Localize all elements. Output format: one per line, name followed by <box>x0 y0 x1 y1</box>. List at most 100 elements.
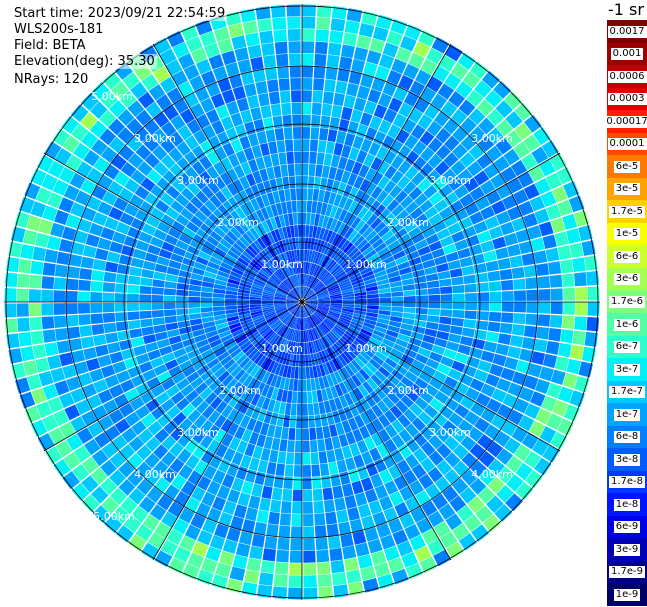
ppi-cell <box>177 433 192 448</box>
ppi-cell <box>193 176 207 190</box>
ppi-cell <box>235 150 248 165</box>
ppi-cell <box>190 513 206 530</box>
ppi-cell <box>79 268 93 280</box>
ppi-cell <box>480 205 495 220</box>
ppi-cell <box>161 121 177 138</box>
ppi-cell <box>178 53 195 70</box>
ppi-cell <box>330 372 339 386</box>
ppi-cell <box>261 300 274 302</box>
ppi-cell <box>263 436 274 450</box>
ppi-cell <box>477 135 495 153</box>
ppi-cell <box>100 477 118 496</box>
ppi-cell <box>263 289 275 295</box>
ppi-cell <box>302 367 307 379</box>
azimuth-spoke <box>43 301 303 452</box>
ppi-cell <box>77 218 92 233</box>
ppi-cell <box>267 346 276 359</box>
colorbar-cell: 0.00017 <box>604 110 647 134</box>
ppi-cell <box>329 330 340 341</box>
ppi-cell <box>282 365 289 378</box>
ppi-cell <box>271 361 279 374</box>
ppi-cell <box>351 374 362 387</box>
ppi-cell <box>397 414 411 428</box>
ppi-cell <box>152 128 168 145</box>
ppi-cell <box>238 531 253 546</box>
ppi-cell <box>343 333 355 343</box>
ppi-cell <box>389 185 403 199</box>
ppi-cell <box>293 465 302 477</box>
ppi-cell <box>192 541 209 557</box>
ppi-cell <box>80 112 98 130</box>
colorbar: 0.0017 0.001 0.0006 0.0003 0.00017 0.0001 6e-5… <box>604 20 647 607</box>
ppi-cell <box>504 356 519 371</box>
ppi-cell <box>278 338 286 350</box>
ppi-cell <box>440 309 453 317</box>
ppi-cell <box>130 257 145 269</box>
ppi-cell <box>235 384 247 398</box>
ppi-cell <box>433 255 448 266</box>
ppi-cell <box>201 185 215 199</box>
ppi-cell <box>215 562 232 578</box>
ppi-cell <box>302 139 310 152</box>
ppi-cell <box>124 388 140 402</box>
ppi-cell <box>118 461 135 478</box>
ppi-cell <box>244 83 257 97</box>
ppi-cell <box>348 70 362 85</box>
ppi-cell <box>376 400 390 414</box>
ppi-cell <box>328 360 337 373</box>
ppi-cell <box>340 533 354 548</box>
ppi-cell <box>524 450 542 469</box>
ppi-cell <box>190 196 204 210</box>
ppi-cell <box>566 358 582 375</box>
ppi-cell <box>496 119 514 137</box>
ppi-cell <box>572 257 586 272</box>
ppi-cell <box>414 397 429 411</box>
ppi-cell <box>17 273 30 288</box>
ppi-cell <box>253 256 265 267</box>
ppi-cell <box>343 392 354 406</box>
ppi-cell <box>296 274 300 287</box>
ppi-cell <box>317 294 330 299</box>
ppi-cell <box>128 436 145 452</box>
ppi-cell <box>389 139 404 155</box>
ppi-cell <box>143 136 160 152</box>
ppi-cell <box>287 587 302 600</box>
ppi-cell <box>414 282 428 290</box>
ppi-cell <box>290 304 300 314</box>
ppi-cell <box>156 221 171 234</box>
ppi-cell <box>256 322 268 331</box>
ppi-cell <box>181 187 195 201</box>
ppi-cell <box>345 348 357 359</box>
ppi-cell <box>165 59 183 76</box>
ppi-cell <box>220 186 233 200</box>
ppi-cell <box>443 376 458 389</box>
ppi-cell <box>424 384 439 397</box>
ppi-cell <box>333 220 343 233</box>
ppi-cell <box>403 307 416 314</box>
ppi-cell <box>92 211 108 226</box>
ppi-cell <box>568 195 585 213</box>
ppi-cell <box>237 307 250 313</box>
ppi-cell <box>378 414 391 428</box>
ppi-cell <box>247 348 259 360</box>
ppi-cell <box>283 340 290 352</box>
ppi-cell <box>362 347 375 358</box>
ppi-cell <box>251 406 262 420</box>
ppi-cell <box>360 477 374 492</box>
ppi-cell <box>374 270 387 278</box>
ppi-cell <box>328 310 341 317</box>
ppi-cell <box>250 393 261 406</box>
ppi-cell <box>316 389 324 403</box>
ppi-cell <box>115 312 128 322</box>
ppi-cell <box>329 309 341 315</box>
ppi-cell <box>240 71 255 86</box>
ppi-cell <box>90 467 108 485</box>
ppi-cell <box>200 297 213 302</box>
ppi-cell <box>282 313 292 323</box>
ppi-cell <box>286 201 293 214</box>
ppi-cell <box>385 265 399 274</box>
ppi-cell <box>365 230 378 242</box>
ppi-cell <box>142 369 157 382</box>
ppi-cell <box>264 536 278 550</box>
ppi-cell <box>469 347 483 359</box>
